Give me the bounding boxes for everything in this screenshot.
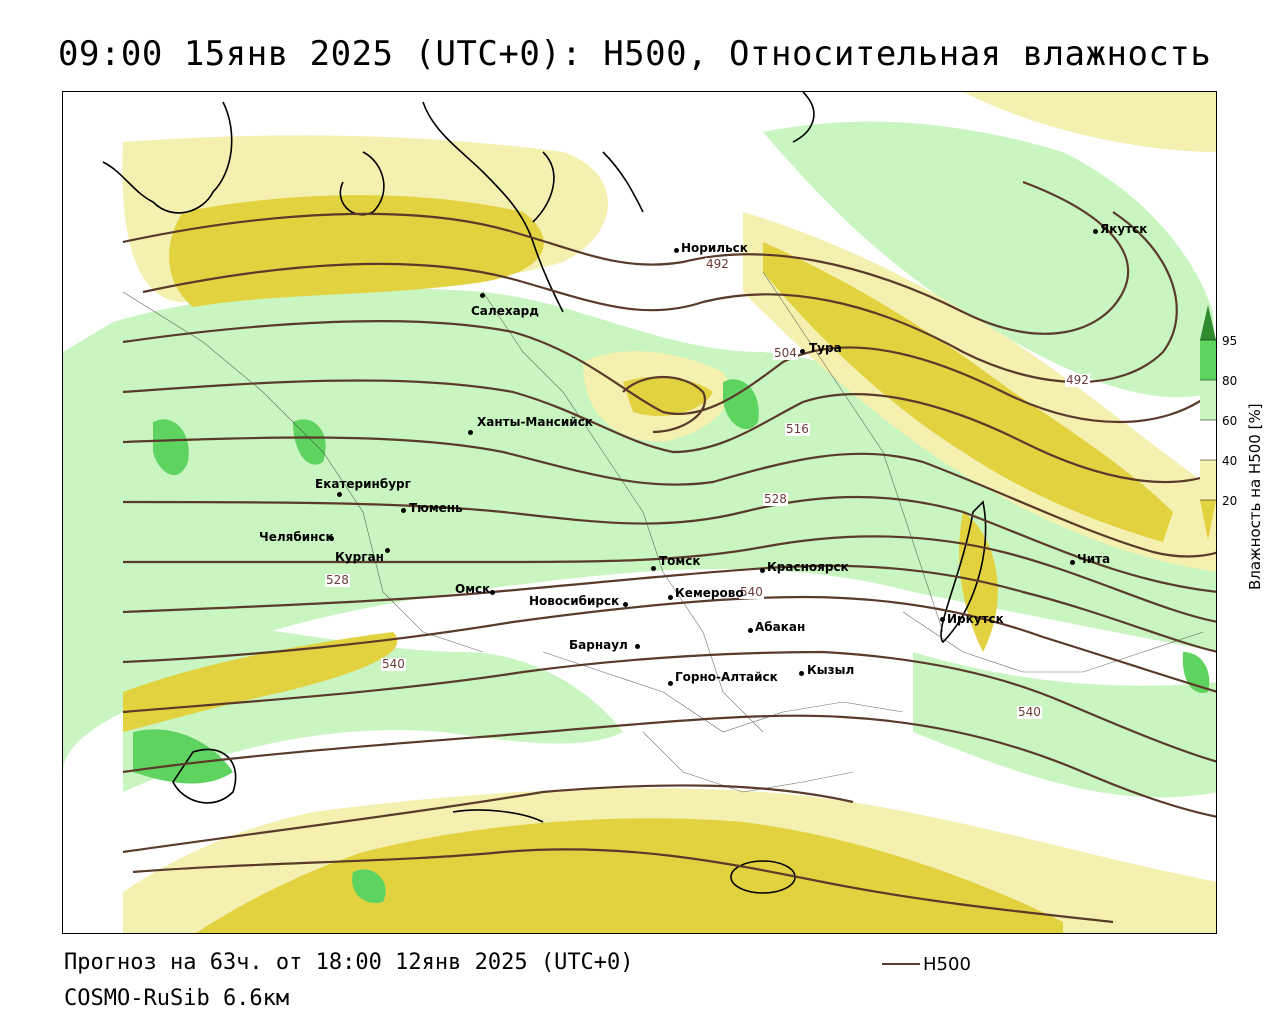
- isoline-label: 528: [763, 492, 788, 506]
- city-dot: [674, 248, 679, 253]
- city-dot: [480, 293, 485, 298]
- h500-legend-line: [882, 963, 920, 965]
- colorbar-tick: 95: [1222, 334, 1238, 348]
- city-dot: [385, 548, 390, 553]
- city-dot: [623, 602, 628, 607]
- city-dot: [760, 568, 765, 573]
- city-label: Тюмень: [409, 501, 463, 515]
- isoline-label: 540: [1017, 705, 1042, 719]
- city-label: Абакан: [755, 620, 806, 634]
- model-name: COSMO-RuSib 6.6км: [64, 986, 290, 1011]
- city-label: Курган: [335, 550, 384, 564]
- city-label: Челябинск: [259, 530, 334, 544]
- isoline-label: 504: [773, 346, 798, 360]
- isoline-label: 516: [785, 422, 810, 436]
- map-title: 09:00 15янв 2025 (UTC+0): H500, Относите…: [58, 34, 1212, 74]
- colorbar-tick: 80: [1222, 374, 1238, 388]
- city-label: Горно-Алтайск: [675, 670, 778, 684]
- colorbar-tick: 20: [1222, 494, 1238, 508]
- colorbar-title: Влажность на H500 [%]: [1246, 403, 1264, 590]
- forecast-info: Прогноз на 63ч. от 18:00 12янв 2025 (UTC…: [64, 950, 634, 975]
- city-label: Новосибирск: [529, 594, 620, 608]
- isoline-label: 492: [705, 257, 730, 271]
- h500-legend-label: H500: [923, 954, 971, 975]
- isoline-label: 528: [325, 573, 350, 587]
- colorbar-tick: 60: [1222, 414, 1238, 428]
- city-label: Салехард: [471, 304, 539, 318]
- city-dot: [635, 644, 640, 649]
- city-label: Чита: [1077, 552, 1111, 566]
- city-label: Барнаул: [569, 638, 628, 652]
- admin-borders: [122, 271, 1204, 793]
- city-dot: [668, 595, 673, 600]
- city-label: Норильск: [681, 241, 748, 255]
- city-dot: [337, 492, 342, 497]
- humidity-map: [63, 92, 1216, 933]
- city-dot: [651, 566, 656, 571]
- city-dot: [1070, 560, 1075, 565]
- isoline-label: 540: [381, 657, 406, 671]
- city-dot: [799, 671, 804, 676]
- city-label: Тура: [809, 341, 842, 355]
- h500-isolines: [122, 180, 1216, 924]
- city-label: Кызыл: [807, 663, 855, 677]
- city-label: Якутск: [1100, 222, 1148, 236]
- isoline-label: 540: [739, 585, 764, 599]
- city-label: Екатеринбург: [315, 477, 411, 491]
- city-dot: [468, 430, 473, 435]
- city-label: Красноярск: [767, 560, 849, 574]
- city-label: Омск: [455, 582, 491, 596]
- city-dot: [748, 628, 753, 633]
- city-label: Томск: [659, 554, 701, 568]
- city-dot: [1093, 229, 1098, 234]
- humidity-zone-20: [123, 195, 1173, 933]
- city-dot: [800, 349, 805, 354]
- colorbar-tick: 40: [1222, 454, 1238, 468]
- isoline-label: 492: [1065, 373, 1090, 387]
- city-dot: [668, 681, 673, 686]
- city-dot: [401, 508, 406, 513]
- humidity-zone-80: [133, 379, 1210, 903]
- map-area: 492 492 504 516 528 528 540 540 540 Нори…: [62, 91, 1217, 934]
- city-label: Кемерово: [675, 586, 744, 600]
- city-dot: [490, 590, 495, 595]
- humidity-colorbar: [1200, 305, 1216, 540]
- coastlines: [102, 92, 987, 894]
- city-label: Ханты-Мансийск: [477, 415, 593, 429]
- city-label: Иркутск: [947, 612, 1004, 626]
- city-dot: [940, 617, 945, 622]
- city-dot: [329, 536, 334, 541]
